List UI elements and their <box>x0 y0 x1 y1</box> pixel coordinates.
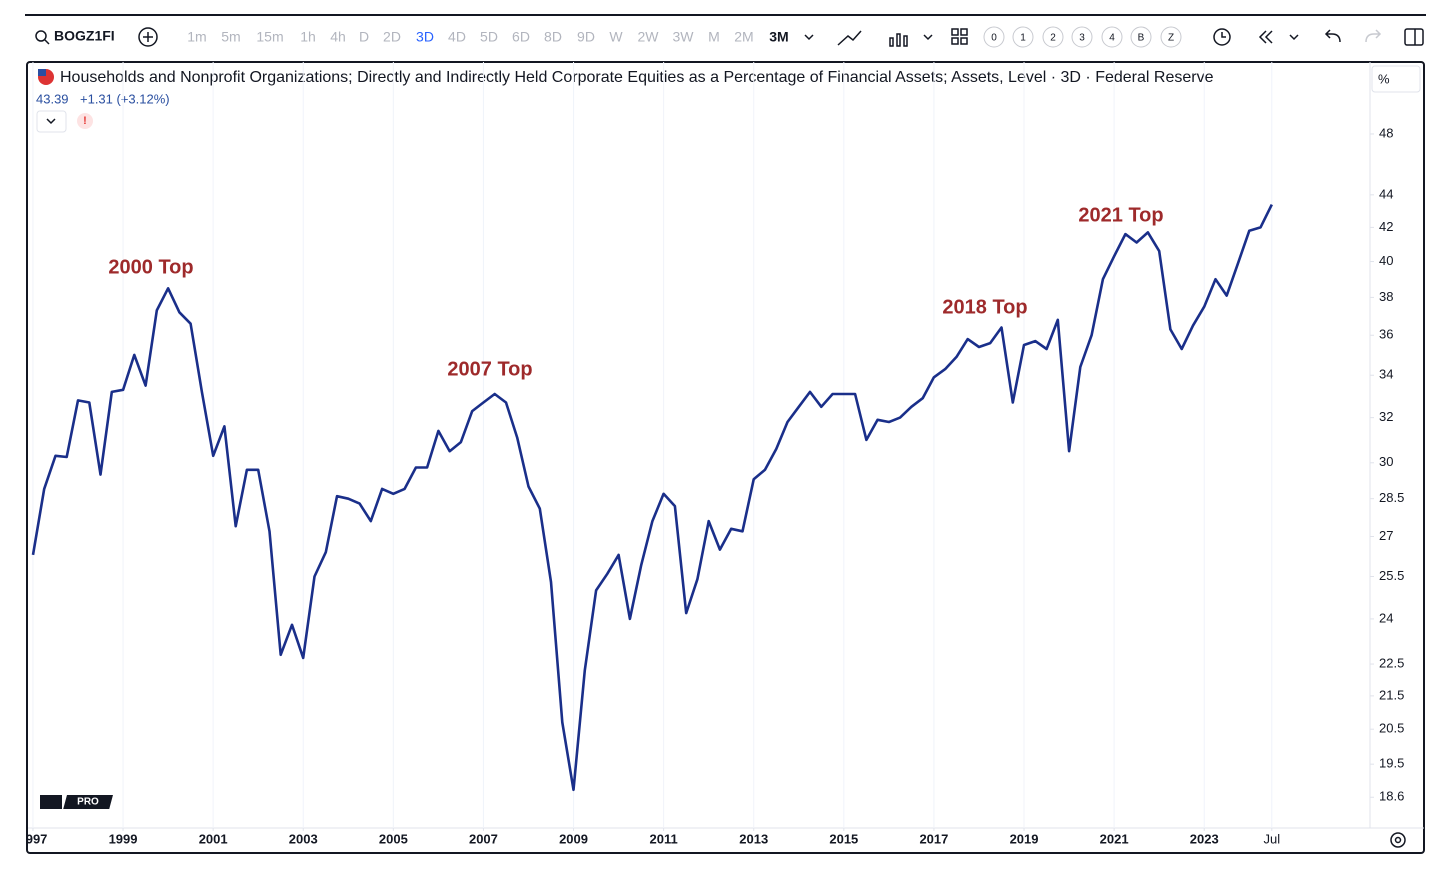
interval[interactable]: 5D <box>480 29 498 45</box>
scale-mode[interactable]: % <box>1378 71 1390 86</box>
chip-label[interactable]: 0 <box>991 33 997 44</box>
error-badge[interactable]: ! <box>77 113 93 129</box>
y-tick-label: 19.5 <box>1379 756 1404 771</box>
indicators[interactable] <box>889 33 933 47</box>
x-tick-label: 2019 <box>1010 831 1039 846</box>
y-tick-label: 32 <box>1379 409 1393 424</box>
x-tick-label: 2007 <box>469 831 498 846</box>
x-tick-label: Jul <box>1263 831 1280 846</box>
layouts[interactable] <box>951 28 968 45</box>
chip-label[interactable]: 1 <box>1020 33 1026 44</box>
x-tick-label: 2001 <box>199 831 228 846</box>
x-tick-label: 2013 <box>739 831 768 846</box>
y-tick-label: 44 <box>1379 186 1393 201</box>
interval[interactable]: 3D <box>416 29 434 45</box>
symbol[interactable]: BOGZ1FI <box>54 28 115 44</box>
chip[interactable] <box>1101 26 1123 48</box>
chip[interactable] <box>1130 26 1152 48</box>
annotation: 2018 Top <box>942 296 1027 318</box>
interval[interactable]: W <box>609 29 623 45</box>
interval[interactable]: 3W <box>673 29 695 45</box>
settings[interactable] <box>1390 832 1406 848</box>
annotation: 2021 Top <box>1078 204 1163 226</box>
x-tick-label: 1999 <box>109 831 138 846</box>
chart-frame <box>26 61 1425 854</box>
chip[interactable] <box>983 26 1005 48</box>
y-tick-label: 30 <box>1379 454 1393 469</box>
annotation: 2000 Top <box>108 256 193 278</box>
interval[interactable]: 4h <box>330 29 346 45</box>
annotation: 2007 Top <box>447 358 532 380</box>
interval[interactable]: 6D <box>512 29 530 45</box>
interval[interactable]: 15m <box>256 29 283 45</box>
interval[interactable]: 2D <box>383 29 401 45</box>
interval[interactable]: 8D <box>544 29 562 45</box>
chip-label[interactable]: Z <box>1168 33 1174 44</box>
chip-label[interactable]: B <box>1138 33 1145 44</box>
svg-text:!: ! <box>83 115 87 127</box>
logo-text: PRO <box>77 797 99 808</box>
x-tick-label: 2009 <box>559 831 588 846</box>
interval[interactable]: 9D <box>577 29 595 45</box>
scale-mode-box[interactable] <box>1371 65 1421 93</box>
chip-label[interactable]: 2 <box>1050 33 1056 44</box>
collapse-legend[interactable] <box>36 110 67 133</box>
y-tick-label: 25.5 <box>1379 568 1404 583</box>
x-tick-label: 2023 <box>1190 831 1219 846</box>
chip-label[interactable]: 3 <box>1079 33 1085 44</box>
chip-label[interactable]: 4 <box>1109 33 1115 44</box>
y-tick-label: 38 <box>1379 289 1393 304</box>
interval[interactable]: M <box>708 29 720 45</box>
interval[interactable]: 3M <box>769 29 788 45</box>
flag <box>38 69 54 85</box>
panel-toggle[interactable] <box>1404 28 1424 46</box>
interval[interactable]: 2W <box>638 29 660 45</box>
redo[interactable] <box>1365 29 1382 43</box>
chip[interactable] <box>1160 26 1182 48</box>
series-line <box>31 204 1273 792</box>
y-tick-label: 18.6 <box>1379 789 1404 804</box>
interval[interactable]: 1m <box>187 29 206 45</box>
change: +1.31 (+3.12%) <box>80 91 170 106</box>
logo <box>40 795 113 809</box>
y-tick-label: 24 <box>1379 610 1393 625</box>
x-labels: 1997 1999 2001 2003 2005 2007 2009 2011 2013 2015… <box>18 831 1280 846</box>
chip[interactable] <box>1042 26 1064 48</box>
x-tick-label: 2011 <box>650 831 678 846</box>
y-tick-label: 21.5 <box>1379 687 1404 702</box>
alert[interactable] <box>1213 28 1231 46</box>
y-tick-label: 42 <box>1379 219 1393 234</box>
y-tick-label: 22.5 <box>1379 656 1404 671</box>
replay[interactable] <box>1258 30 1299 44</box>
search-icon[interactable] <box>35 30 50 45</box>
y-tick-label: 20.5 <box>1379 721 1404 736</box>
x-tick-label: 2017 <box>919 831 948 846</box>
undo[interactable] <box>1324 29 1341 43</box>
x-tick-label: 2003 <box>289 831 318 846</box>
x-tick-label: 2005 <box>379 831 408 846</box>
y-tick-label: 40 <box>1379 253 1393 268</box>
x-tick-label: 2015 <box>829 831 858 846</box>
chart-title: Households and Nonprofit Organizations; … <box>60 69 1214 86</box>
interval[interactable]: 5m <box>221 29 240 45</box>
chart-style[interactable] <box>837 30 862 46</box>
chip[interactable] <box>1071 26 1093 48</box>
y-tick-label: 34 <box>1379 367 1393 382</box>
y-tick-label: 36 <box>1379 327 1393 342</box>
y-tick-label: 28.5 <box>1379 490 1404 505</box>
interval[interactable]: 2M <box>734 29 753 45</box>
x-tick-label: 1997 <box>18 831 47 846</box>
interval[interactable]: 1h <box>300 29 316 45</box>
interval[interactable]: D <box>359 29 369 45</box>
chip[interactable] <box>1012 26 1034 48</box>
y-tick-label: 48 <box>1379 125 1393 140</box>
interval-menu[interactable] <box>804 34 814 41</box>
last-value: 43.39 <box>36 91 69 106</box>
add-symbol[interactable] <box>138 27 158 47</box>
x-tick-label: 2021 <box>1100 831 1129 846</box>
interval[interactable]: 4D <box>448 29 466 45</box>
y-tick-label: 27 <box>1379 528 1393 543</box>
